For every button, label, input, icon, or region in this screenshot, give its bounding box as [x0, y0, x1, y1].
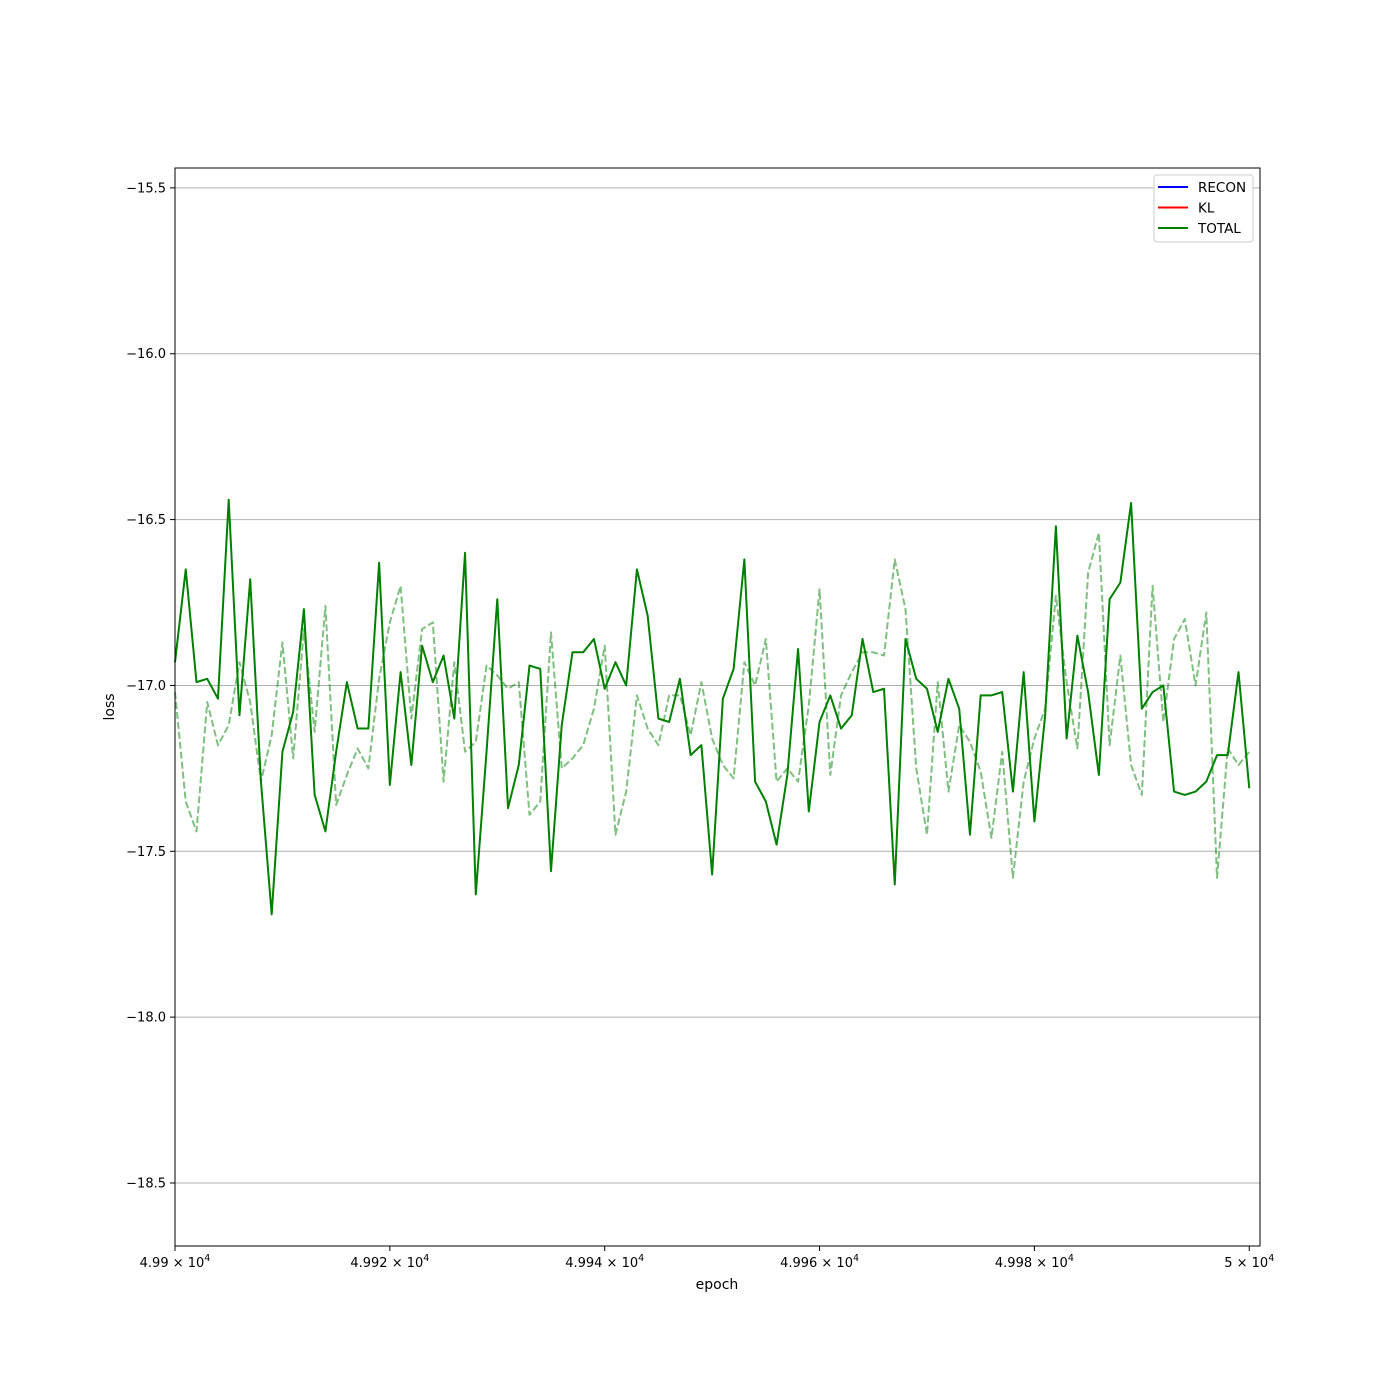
legend-label: TOTAL: [1197, 221, 1241, 237]
x-tick-label: 5 × 104: [1224, 1253, 1274, 1271]
series-lines: [174, 498, 1251, 916]
x-axis-label: epoch: [696, 1277, 739, 1293]
plot-area: [175, 168, 1260, 1246]
legend: RECON KL TOTAL: [1153, 174, 1254, 243]
x-tick-label: 4.994 × 104: [565, 1253, 644, 1271]
legend-label: KL: [1198, 201, 1215, 217]
plot-frame: [174, 167, 1261, 1247]
y-tick-label: −17.5: [126, 845, 166, 860]
legend-box: [1153, 174, 1254, 243]
x-tick-label: 4.998 × 104: [995, 1253, 1074, 1271]
x-tick-label: 4.992 × 104: [350, 1253, 429, 1271]
y-tick-label: −16.0: [126, 347, 166, 362]
y-tick-label: −16.5: [126, 513, 166, 528]
legend-label: RECON: [1198, 180, 1246, 196]
y-tick-label: −17.0: [126, 679, 166, 694]
y-axis-label: loss: [102, 693, 118, 720]
grid-lines: [175, 187, 1260, 1184]
y-tick-label: −18.5: [126, 1176, 166, 1191]
y-tick-label: −15.5: [126, 181, 166, 196]
x-tick-label: 4.99 × 104: [140, 1253, 211, 1271]
x-tick-label: 4.996 × 104: [780, 1253, 859, 1271]
y-axis-ticks: −15.5 −16.0 −16.5 −17.0 −17.5 −18.0 −18.5: [126, 181, 175, 1191]
x-axis-ticks: 4.99 × 104 4.992 × 104 4.994 × 104 4.996 × …: [140, 1246, 1274, 1271]
y-tick-label: −18.0: [126, 1011, 166, 1026]
total-series-line: [174, 498, 1251, 916]
